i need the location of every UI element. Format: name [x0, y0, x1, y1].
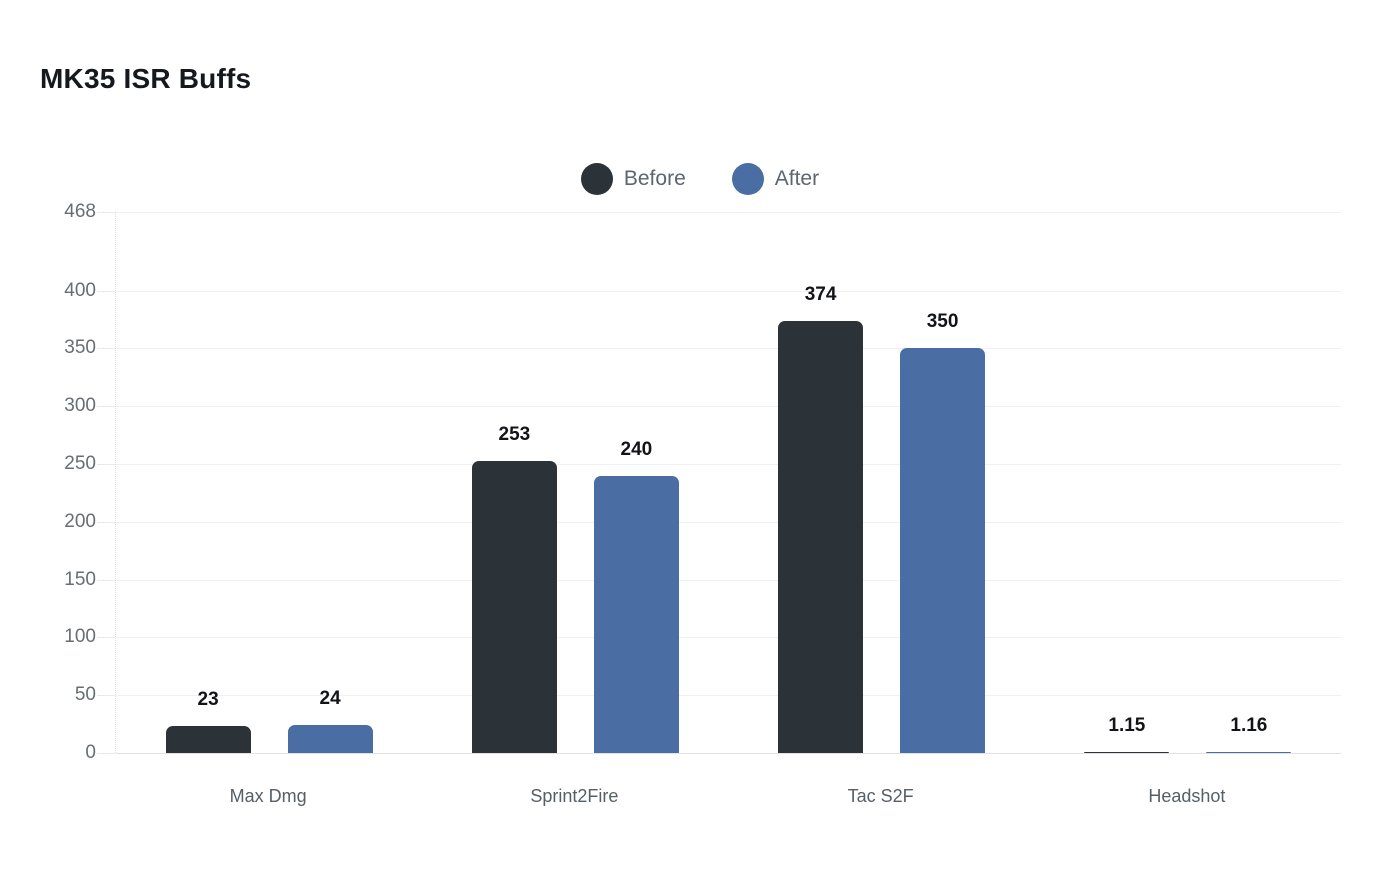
x-axis-category-label: Sprint2Fire	[530, 786, 619, 806]
y-axis-tick-label: 400	[64, 279, 96, 301]
y-axis-tick-mark	[97, 290, 115, 292]
plot-area: 23 24 253 240 374 350 1.15 1.16	[115, 212, 1341, 754]
bar-before-sprint2fire[interactable]	[471, 460, 557, 753]
y-axis-tick-label: 468	[64, 201, 96, 222]
bar-value-label: 253	[498, 423, 531, 445]
bar-before-headshot[interactable]	[1084, 751, 1170, 753]
bar-after-sprint2fire[interactable]	[593, 475, 679, 753]
y-axis-tick-mark	[97, 753, 115, 754]
y-axis-tick-label: 150	[64, 568, 96, 590]
bar-value-label: 350	[926, 311, 959, 333]
gridline	[116, 579, 1341, 581]
bar-after-max-dmg[interactable]	[287, 725, 373, 753]
y-axis-tick-mark	[97, 464, 115, 465]
bar-before-max-dmg[interactable]	[165, 726, 251, 753]
legend-item-after[interactable]: After	[731, 163, 820, 195]
chart-legend: Before After	[0, 163, 1400, 195]
x-axis-category-label: Tac S2F	[847, 786, 914, 806]
bar-value-label: 24	[319, 688, 341, 710]
legend-label: Before	[623, 167, 686, 190]
gridline	[116, 521, 1341, 523]
y-axis-tick-mark	[97, 348, 115, 350]
gridline	[116, 637, 1341, 639]
bar-before-tac-s2f[interactable]	[778, 320, 864, 753]
legend-item-before[interactable]: Before	[580, 163, 686, 195]
y-axis-tick-label: 250	[64, 453, 96, 474]
x-axis-category-label: Max Dmg	[229, 786, 307, 806]
x-axis-line	[116, 753, 1341, 754]
gridline	[116, 212, 1341, 213]
gridline	[116, 290, 1341, 292]
y-axis-tick-label: 0	[85, 742, 96, 763]
gridline	[116, 406, 1341, 408]
y-axis-tick-mark	[97, 406, 115, 408]
legend-label: After	[774, 167, 820, 190]
y-axis-tick-mark	[97, 695, 115, 697]
x-axis-category-label: Headshot	[1148, 786, 1226, 806]
y-axis-tick-mark	[97, 579, 115, 581]
bar-value-label: 1.15	[1108, 714, 1146, 736]
gridline	[116, 695, 1341, 697]
y-axis-tick-label: 100	[64, 626, 96, 648]
bar-after-headshot[interactable]	[1206, 751, 1292, 753]
y-axis-tick-mark	[97, 521, 115, 523]
y-axis-tick-label: 350	[64, 337, 96, 359]
bar-value-label: 1.16	[1230, 714, 1268, 736]
y-axis-tick-label: 200	[64, 510, 96, 532]
chart-title: MK35 ISR Buffs	[40, 63, 252, 94]
y-axis-tick-label: 300	[64, 395, 96, 417]
bar-value-label: 23	[197, 689, 219, 711]
gridline	[116, 464, 1341, 465]
bar-after-tac-s2f[interactable]	[900, 348, 986, 753]
legend-swatch-circle-icon	[580, 163, 613, 195]
y-axis-tick-mark	[97, 637, 115, 639]
gridline	[116, 348, 1341, 350]
y-axis-tick-label: 50	[74, 684, 96, 706]
bar-value-label: 374	[804, 283, 837, 305]
bar-value-label: 240	[620, 438, 653, 460]
y-axis-tick-mark	[97, 212, 115, 213]
legend-swatch-circle-icon	[731, 163, 764, 195]
